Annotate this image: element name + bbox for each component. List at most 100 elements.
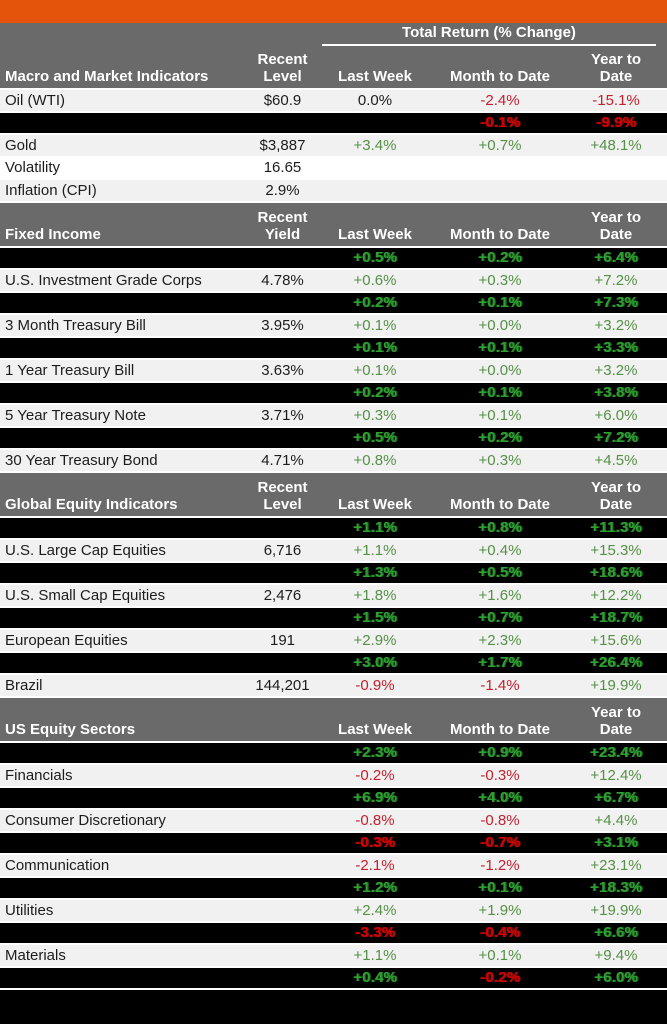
value-year-to-date: -15.1% [592,91,640,109]
value-month-to-date: -2.4% [480,91,520,109]
table-row: +0.4% -0.2% +6.0% [0,967,667,990]
value-year-to-date: +9.4% [594,946,638,964]
month-to-date-header-text: Month to Date [450,68,550,85]
value-year-to-date: +15.3% [590,541,642,559]
value-last-week: +1.5% [353,609,397,627]
table-row: +3.0% +1.7% +26.4% [0,652,667,675]
month-to-date-header-text: Month to Date [450,720,550,738]
value-month-to-date: +0.1% [478,406,522,424]
year-to-date-column-header: Year to Date [565,51,667,85]
value-year-to-date: +6.0% [594,969,638,987]
value-month-to-date: +0.1% [478,946,522,964]
last-week-header-text: Last Week [338,225,412,243]
value-last-week: +1.3% [353,564,397,582]
table-row: +0.1% +0.1% +3.3% [0,337,667,360]
table-row: +0.2% +0.1% +3.8% [0,382,667,405]
year-to-date-header-line1: Year to [590,208,642,226]
value-last-week: +3.4% [353,136,397,154]
section-title: Macro and Market Indicators [0,68,250,85]
value-last-week: +0.1% [353,361,397,379]
row-recent-level: 4.71% [261,451,304,469]
table-row: 5 Year Treasury Note 3.71% +0.3% +0.1% +6.0% [0,405,667,428]
table-row: +1.3% +0.5% +18.6% [0,562,667,585]
year-to-date-column-header: Year to Date [565,209,667,243]
value-month-to-date: +0.1% [478,294,522,312]
table-row: Brazil 144,201 -0.9% -1.4% +19.9% [0,675,667,698]
section-title-text: Macro and Market Indicators [5,68,209,85]
value-month-to-date: +0.0% [478,316,522,334]
value-year-to-date: +3.3% [594,339,638,357]
value-year-to-date: +48.1% [590,136,642,154]
value-month-to-date: +4.0% [478,789,522,807]
row-recent-level: 4.78% [261,271,304,289]
section-header-fixed-income: Fixed Income Recent Yield Last Week Month to… [0,202,667,248]
value-year-to-date: +23.4% [589,744,643,762]
value-month-to-date: +0.0% [478,361,522,379]
value-month-to-date: -1.4% [480,676,520,694]
value-month-to-date: +2.3% [478,631,522,649]
row-recent-level: 2,476 [263,586,302,604]
table-row: +0.5% +0.2% +7.2% [0,427,667,450]
value-year-to-date: +19.9% [590,901,642,919]
table-row: Volatility 16.65 [0,157,667,180]
row-label: Inflation (CPI) [5,181,97,199]
value-last-week: +1.1% [353,519,397,537]
column-headers-global-equity: Global Equity Indicators Recent Level Last … [0,474,667,516]
value-month-to-date: +0.8% [478,519,522,537]
last-week-column-header: Last Week [315,226,435,243]
value-month-to-date: +0.7% [478,136,522,154]
year-to-date-header-line2: Date [599,720,633,738]
table-row: 3 Month Treasury Bill 3.95% +0.1% +0.0% +3.2… [0,315,667,338]
row-recent-level: 3.63% [261,361,304,379]
value-year-to-date: +23.1% [590,856,642,874]
year-to-date-header-line2: Date [599,68,633,85]
last-week-header-text: Last Week [338,720,412,738]
year-to-date-column-header: Year to Date [565,704,667,738]
value-last-week: +1.8% [353,586,397,604]
row-label: Materials [5,946,66,964]
value-year-to-date: +26.4% [589,654,643,672]
level-column-header: Recent Yield [250,209,315,243]
value-year-to-date: +6.6% [594,924,638,942]
table-row: Gold $3,887 +3.4% +0.7% +48.1% [0,135,667,158]
row-label: 30 Year Treasury Bond [5,451,158,469]
table-row: U.S. Investment Grade Corps 4.78% +0.6% +0.… [0,270,667,293]
row-label: Utilities [5,901,54,919]
section-header-global-equity: Global Equity Indicators Recent Level Last … [0,472,667,518]
value-last-week: -0.8% [355,811,395,829]
row-label: Oil (WTI) [5,91,65,109]
table-row: -3.3% -0.4% +6.6% [0,922,667,945]
table-row: Materials +1.1% +0.1% +9.4% [0,945,667,968]
value-year-to-date: +3.2% [594,361,638,379]
row-label: 5 Year Treasury Note [5,406,146,424]
value-year-to-date: +7.3% [594,294,638,312]
value-month-to-date: +1.7% [478,654,522,672]
section-title-text: Fixed Income [5,225,101,243]
value-last-week: +0.2% [353,294,397,312]
row-recent-level: 2.9% [265,181,300,199]
row-recent-level: 3.71% [261,406,304,424]
table-row: +1.1% +0.8% +11.3% [0,517,667,540]
year-to-date-column-header: Year to Date [565,479,667,513]
row-recent-level: $60.9 [263,91,302,109]
value-year-to-date: +11.3% [590,519,642,537]
section-title: US Equity Sectors [0,721,250,738]
level-header-line1: Recent [257,51,308,68]
value-last-week: +0.5% [353,429,397,447]
value-month-to-date: +0.2% [478,249,522,267]
level-column-header: Recent Level [250,51,315,85]
value-last-week: +0.3% [353,406,397,424]
column-headers-us-equity-sectors: US Equity Sectors Last Week Month to Date Y… [0,699,667,741]
row-label: Financials [5,766,73,784]
table-row: -0.3% -0.7% +3.1% [0,832,667,855]
row-recent-level: 3.95% [261,316,304,334]
value-last-week: -0.2% [355,766,395,784]
value-year-to-date: +4.4% [594,811,638,829]
row-label: Consumer Discretionary [5,811,166,829]
year-to-date-header-line1: Year to [590,703,642,721]
value-month-to-date: -1.2% [480,856,520,874]
value-month-to-date: -0.7% [479,834,521,852]
total-return-banner-row: Total Return (% Change) [0,23,667,46]
value-last-week: 0.0% [357,91,393,109]
row-label: Gold [5,136,37,154]
